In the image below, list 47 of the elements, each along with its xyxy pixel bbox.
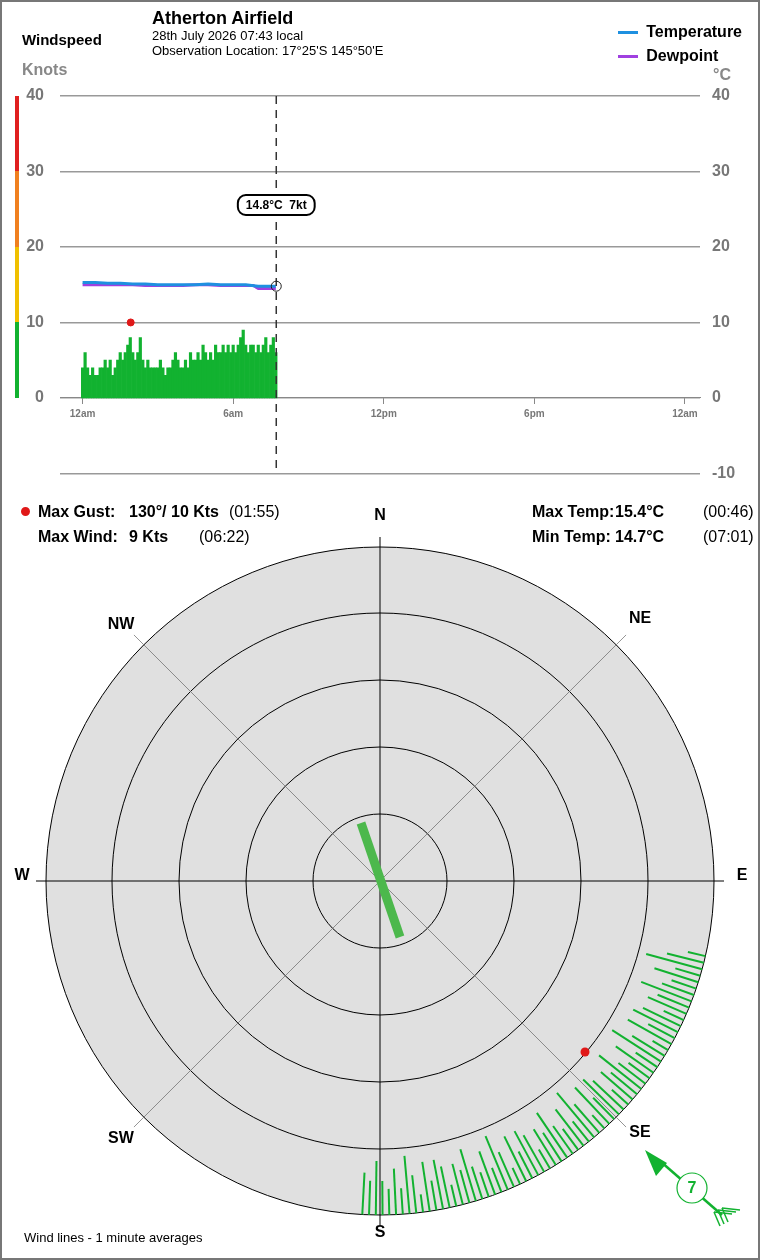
y2-tick-label: -10	[712, 463, 736, 481]
text: (06:22)	[199, 528, 250, 545]
x-tick-label: 6am	[223, 407, 244, 419]
y-tick-label: 0	[35, 388, 45, 406]
chart-title: Atherton Airfield	[152, 8, 294, 28]
category-label: NW	[107, 615, 135, 632]
text: 7	[687, 1179, 697, 1196]
text: 9 Kts	[129, 528, 169, 545]
text: Wind lines - 1 minute averages	[24, 1230, 203, 1245]
text: (00:46)	[703, 503, 754, 520]
y2-axis-title: °C	[713, 66, 731, 83]
y2-tick-label: 40	[712, 86, 730, 104]
category-label: SW	[108, 1129, 134, 1146]
category-label: NE	[628, 609, 652, 626]
x-tick-label: 12am	[672, 407, 698, 419]
text: Max Wind:	[38, 528, 118, 545]
x-tick-label: 12pm	[370, 407, 397, 419]
text: (01:55)	[229, 503, 280, 520]
y2-tick-label: 10	[712, 312, 730, 330]
text: (07:01)	[703, 528, 754, 545]
y2-tick-label: 30	[712, 161, 730, 179]
chart-subtitle: 28th July 2026 07:43 local	[152, 28, 304, 43]
text: 130°/ 10 Kts	[129, 503, 220, 520]
y-tick-label: 10	[26, 312, 45, 330]
y-tick-label: 20	[26, 237, 45, 255]
x-tick-label: 12am	[69, 407, 96, 419]
text: Max Temp:	[532, 503, 615, 520]
category-label: N	[374, 506, 386, 523]
category-label: S	[374, 1223, 386, 1240]
legend-label: Temperature	[646, 23, 742, 41]
legend-label: Dewpoint	[646, 47, 719, 65]
category-label: E	[736, 866, 748, 883]
y2-tick-label: 20	[712, 237, 730, 255]
category-label: SE	[629, 1123, 651, 1140]
y2-tick-label: 0	[712, 388, 721, 406]
ref-line-label: 14.8°C 7kt	[245, 198, 307, 213]
y-tick-label: 30	[26, 161, 45, 179]
text: 15.4°C	[615, 503, 665, 520]
x-tick-label: 6pm	[524, 407, 545, 419]
category-label: W	[14, 866, 30, 883]
y-axis-title: Knots	[22, 61, 68, 78]
text: Observation Location: 17°25'S 145°50'E	[152, 43, 384, 58]
y-tick-label: 40	[26, 86, 45, 104]
text: Max Gust:	[38, 503, 116, 520]
text: Min Temp:	[532, 528, 611, 545]
text: 14.7°C	[615, 528, 665, 545]
text: Windspeed	[22, 31, 102, 48]
